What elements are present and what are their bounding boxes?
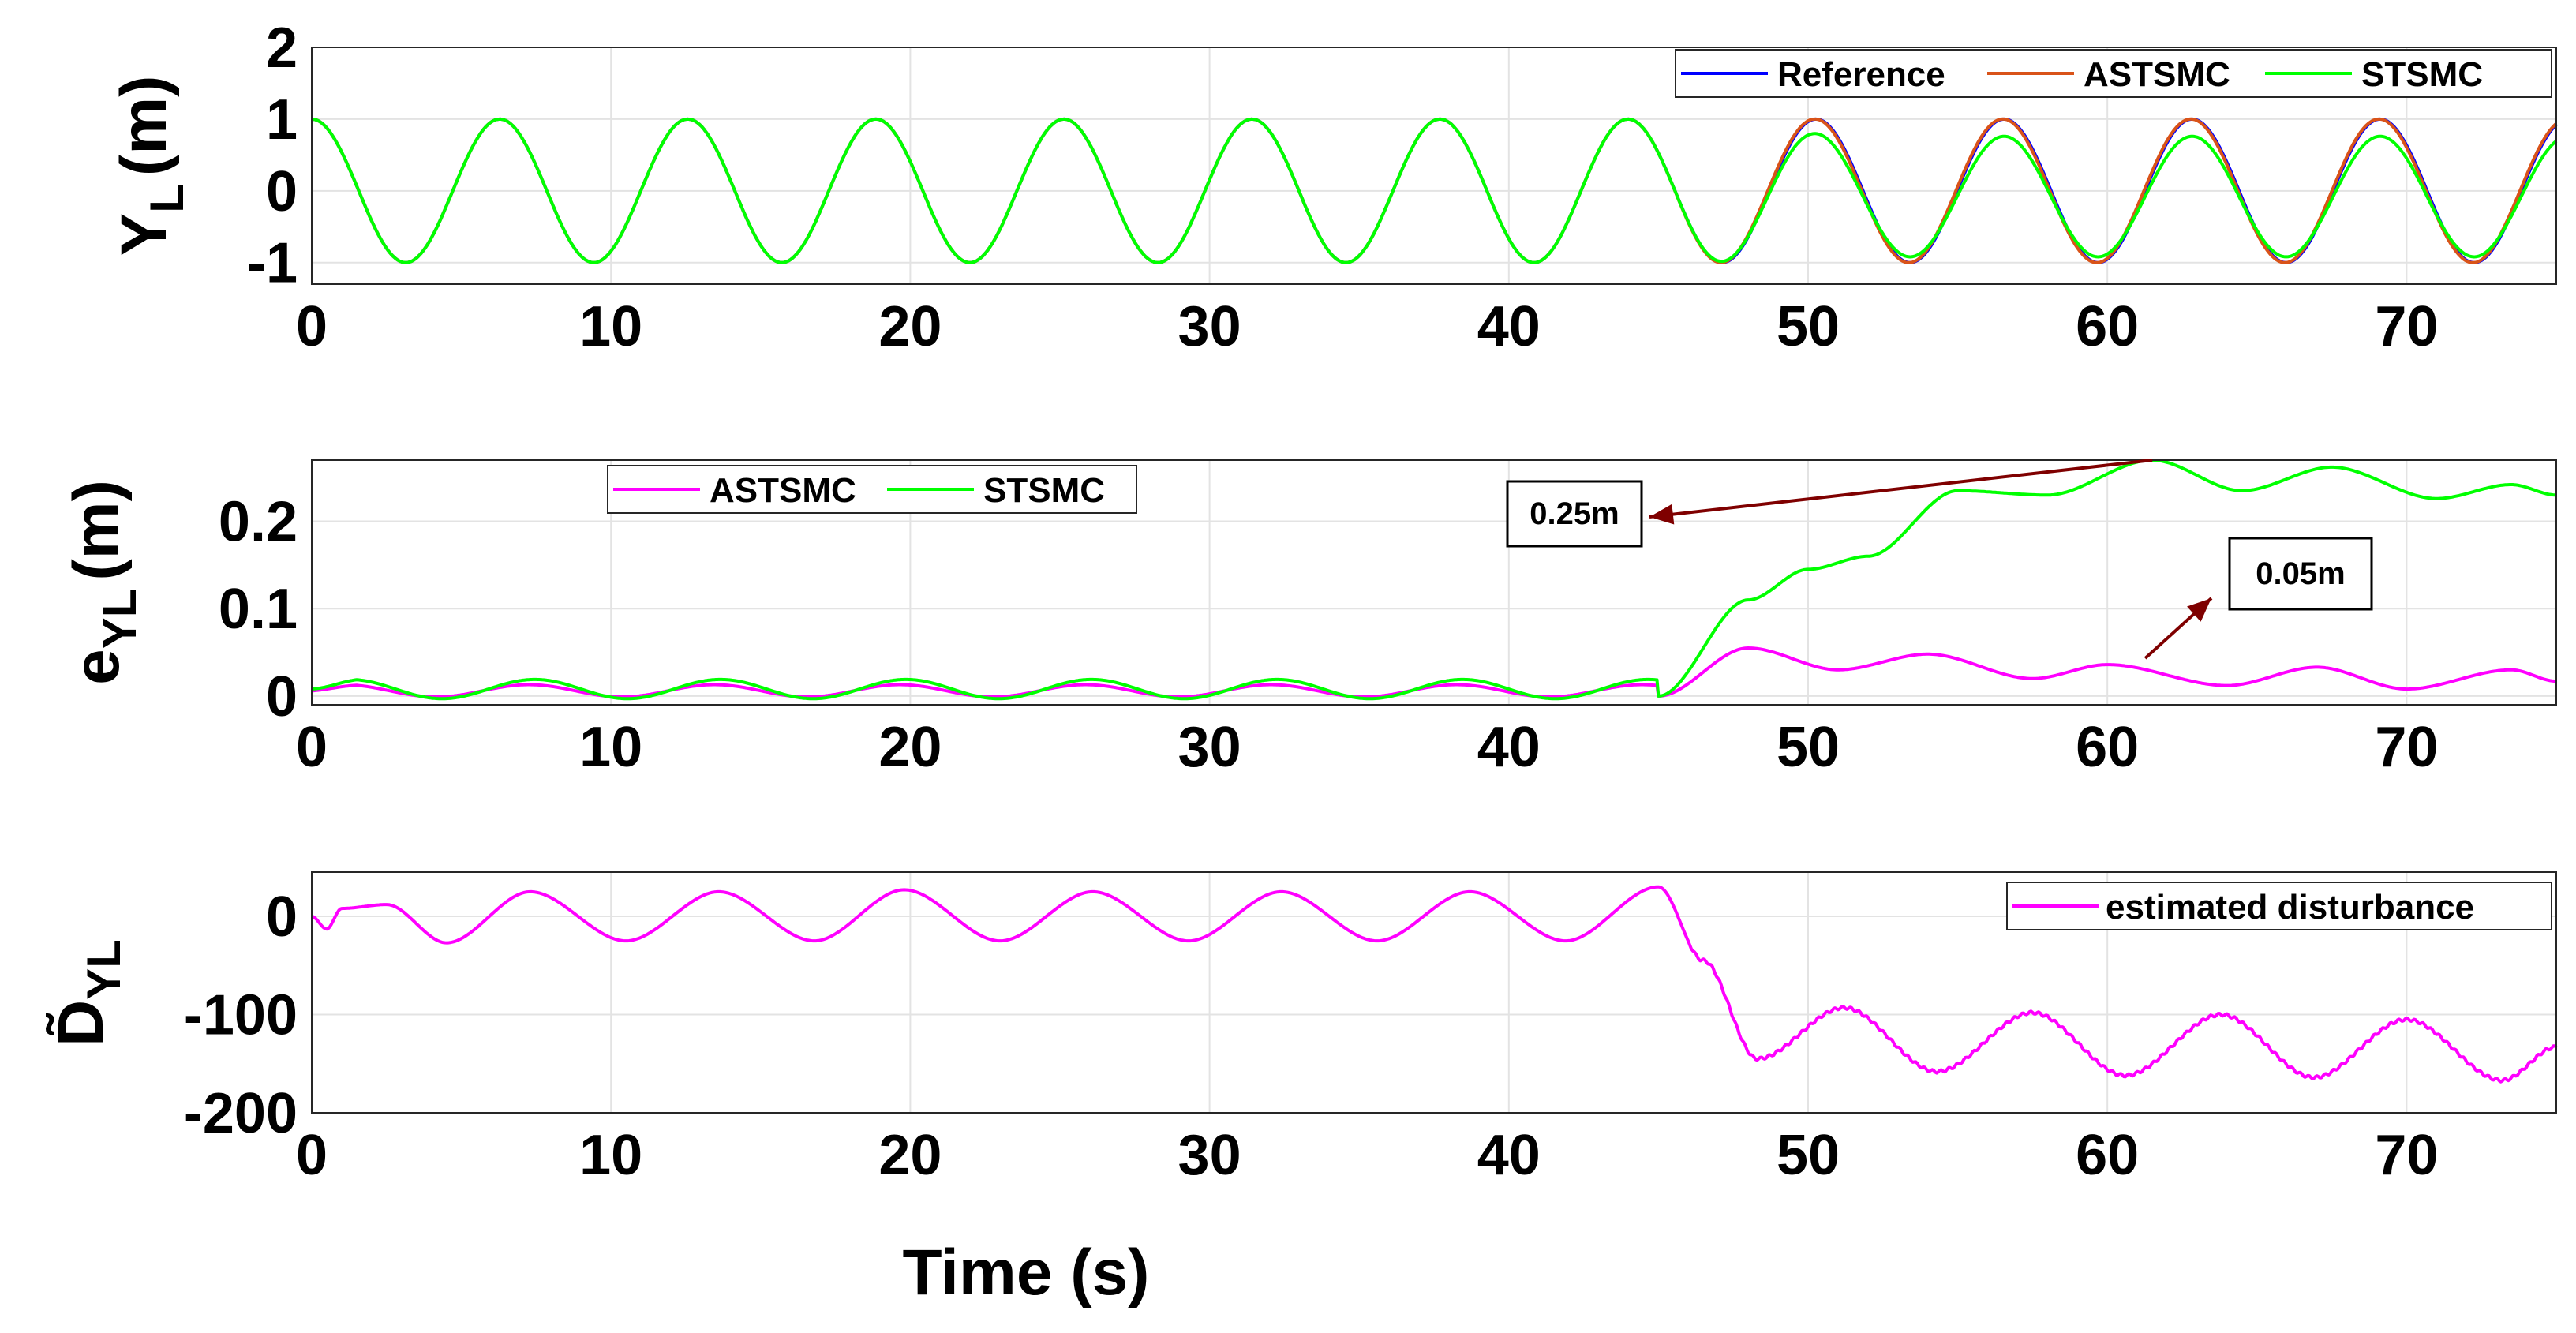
annotation-astsmc-error: 0.05m — [2144, 537, 2373, 660]
x-tick-label: 30 — [1178, 1124, 1241, 1187]
x-tick-label: 0 — [296, 295, 328, 358]
x-tick-label: 50 — [1777, 716, 1840, 779]
annotation-box — [1506, 480, 1643, 548]
legend-label-stsmc: STSMC — [983, 471, 1105, 510]
x-tick-label: 20 — [878, 716, 942, 779]
y-tick-label: -100 — [184, 984, 298, 1047]
x-tick-label: 60 — [2076, 1124, 2139, 1187]
legend-label-astsmc: ASTSMC — [710, 471, 856, 510]
x-tick-labels: 0 10 20 30 40 50 60 70 — [296, 716, 2438, 779]
y-tick-label: 0.1 — [219, 578, 298, 641]
x-tick-label: 70 — [2375, 295, 2438, 358]
y-tick-label: 0 — [266, 160, 298, 223]
x-tick-label: 10 — [579, 716, 642, 779]
y-tick-label: 0.2 — [219, 491, 298, 554]
x-tick-label: 60 — [2076, 295, 2139, 358]
subplot-yl-position: 0 10 20 30 40 50 60 70 210-1 YL(m) Reference AS… — [108, 17, 2558, 358]
legend: Reference ASTSMC STSMC — [1675, 49, 2552, 98]
y-tick-label: -200 — [184, 1082, 298, 1145]
y-axis-label: YL(m) — [108, 76, 193, 256]
axes-box — [311, 871, 2557, 1114]
x-tick-label: 20 — [878, 1124, 942, 1187]
x-tick-label: 30 — [1178, 295, 1241, 358]
x-axis-title: Time (s) — [903, 1237, 1150, 1309]
x-tick-label: 50 — [1777, 1124, 1840, 1187]
subplot-estimated-disturbance: 0 10 20 30 40 50 60 70 0 -100 -200 D̃YL estimated… — [45, 871, 2558, 1187]
annotation-arrowhead — [2187, 598, 2211, 622]
y-tick-labels: 2 1 0 -1 — [247, 17, 298, 295]
series-line-stsmc — [311, 459, 2557, 701]
x-tick-label: 70 — [2375, 1124, 2438, 1187]
annotation-stsmc-error: 0.25m — [1506, 459, 2153, 548]
legend: ASTSMC STSMC — [607, 465, 1137, 514]
x-tick-label: 10 — [579, 295, 642, 358]
y-axis-label: eYL(m) — [61, 480, 146, 685]
annotation-label: 0.05m — [2256, 556, 2345, 591]
series-line-estimated-disturbance — [311, 885, 2558, 1084]
legend-label-astsmc: ASTSMC — [2084, 55, 2230, 94]
annotation-arrowhead — [1649, 504, 1675, 525]
y-tick-label: 0 — [266, 665, 298, 728]
axes-box — [311, 459, 2557, 706]
x-tick-labels: 0 10 20 30 40 50 60 70 — [296, 295, 2438, 358]
y-tick-label: 2 — [266, 17, 298, 80]
x-tick-labels: 0 10 20 30 40 50 60 70 — [296, 1124, 2438, 1187]
legend-label-stsmc: STSMC — [2361, 55, 2483, 94]
legend: estimated disturbance — [2006, 882, 2552, 930]
x-tick-label: 40 — [1477, 295, 1541, 358]
x-tick-label: 40 — [1477, 1124, 1541, 1187]
y-tick-label: 1 — [266, 88, 298, 152]
x-tick-label: 0 — [296, 1124, 328, 1187]
legend-box — [1675, 49, 2552, 98]
x-tick-label: 30 — [1178, 716, 1241, 779]
subplot-yl-error: 0 10 20 30 40 50 60 70 0.2 0.1 0 eYL(m) ASTSMC ST… — [61, 459, 2557, 779]
y-tick-labels: 0.2 0.1 0 — [219, 491, 298, 728]
x-tick-label: 20 — [878, 295, 942, 358]
annotation-label: 0.25m — [1530, 496, 1619, 531]
x-tick-label: 70 — [2375, 716, 2438, 779]
legend-label-reference: Reference — [1777, 55, 1945, 94]
x-tick-label: 40 — [1477, 716, 1541, 779]
series-line-stsmc — [311, 117, 2558, 264]
y-tick-label: -1 — [247, 232, 298, 295]
axes-box — [311, 47, 2557, 285]
x-tick-label: 10 — [579, 1124, 642, 1187]
x-tick-label: 60 — [2076, 716, 2139, 779]
x-tick-label: 50 — [1777, 295, 1840, 358]
y-tick-label: 0 — [266, 886, 298, 949]
y-tick-labels: 0 -100 -200 — [184, 886, 298, 1145]
annotation-box — [2228, 537, 2373, 611]
x-tick-label: 0 — [296, 716, 328, 779]
y-axis-label: D̃YL — [45, 939, 130, 1047]
series-lines — [311, 459, 2557, 701]
series-line-astsmc — [311, 646, 2557, 698]
series-lines — [311, 885, 2558, 1084]
annotation-arrow — [1649, 459, 2153, 519]
legend-label-estimated-disturbance: estimated disturbance — [2106, 888, 2474, 927]
series-lines — [311, 117, 2558, 264]
